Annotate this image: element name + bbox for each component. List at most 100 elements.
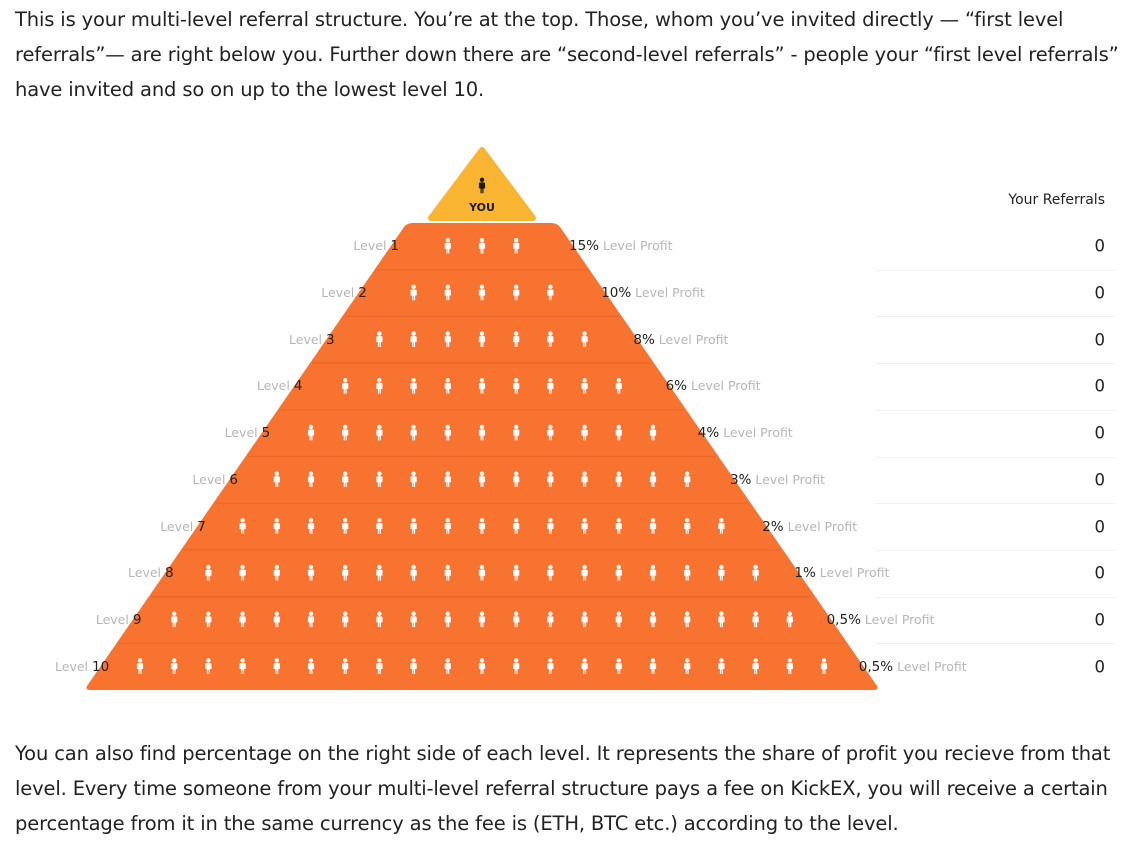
level-profit: 3% Level Profit: [730, 472, 825, 488]
referral-count: 0: [1094, 517, 1106, 537]
person-icon: [444, 471, 451, 488]
level-label: Level 7: [160, 519, 206, 535]
level-number: 7: [197, 518, 206, 535]
profit-word: Level Profit: [751, 471, 825, 487]
person-icon: [342, 564, 349, 581]
level-profit: 15% Level Profit: [569, 238, 673, 254]
person-icon: [376, 518, 383, 534]
person-icon: [376, 658, 383, 674]
profit-percent: 15%: [569, 238, 600, 255]
person-icon: [581, 611, 588, 628]
person-icon: [376, 471, 383, 488]
person-icon: [478, 284, 486, 301]
profit-word: Level Profit: [654, 331, 729, 347]
person-icon: [684, 518, 691, 534]
person-icon: [547, 424, 554, 441]
level-row-6: [273, 471, 691, 488]
person-icon: [547, 378, 554, 394]
person-icon: [273, 564, 280, 581]
level-row-3: [376, 331, 588, 347]
person-icon: [342, 611, 349, 628]
person-icon: [171, 611, 178, 628]
person-icon: [136, 658, 144, 674]
person-icon: [581, 658, 588, 674]
level-row-7: [239, 518, 725, 534]
profit-word: Level Profit: [783, 518, 858, 534]
person-icon: [649, 518, 657, 534]
level-word: Level: [128, 565, 166, 581]
person-icon: [444, 658, 451, 674]
person-icon: [547, 658, 554, 674]
person-icon: [410, 424, 417, 441]
person-icon: [615, 564, 622, 581]
person-icon: [513, 331, 520, 347]
person-icon: [376, 331, 383, 347]
person-icon: [513, 378, 520, 394]
person-icon: [547, 471, 554, 488]
referral-count: 0: [1094, 563, 1106, 583]
person-icon: [581, 564, 588, 581]
person-icon: [752, 611, 759, 628]
person-icon: [239, 564, 246, 581]
table-row-divider: [875, 549, 1115, 551]
profit-percent: 0,5%: [858, 658, 894, 675]
person-icon: [342, 518, 349, 534]
table-row-divider: [875, 409, 1115, 411]
level-profit: 1% Level Profit: [794, 565, 889, 581]
person-icon: [581, 471, 588, 488]
person-icon: [444, 424, 451, 441]
person-icon: [273, 658, 280, 674]
profit-word: Level Profit: [599, 238, 673, 254]
person-icon: [239, 611, 246, 628]
level-label: Level 2: [321, 285, 367, 301]
level-row-1: [444, 237, 520, 254]
profit-percent: 2%: [762, 518, 784, 535]
profit-percent: 10%: [601, 285, 632, 302]
level-row-4: [342, 378, 622, 394]
level-word: Level: [321, 285, 359, 301]
level-number: 1: [390, 238, 399, 255]
profit-percent: 8%: [633, 331, 655, 348]
referral-count: 0: [1094, 376, 1106, 396]
explanation-paragraph: You can also find percentage on the righ…: [15, 742, 1111, 835]
level-number: 3: [326, 331, 335, 348]
profit-word: Level Profit: [815, 565, 890, 581]
referral-count: 0: [1094, 330, 1106, 350]
person-icon: [376, 424, 383, 441]
level-profit: 6% Level Profit: [666, 378, 761, 394]
profit-word: Level Profit: [860, 611, 935, 627]
table-row-divider: [875, 596, 1115, 598]
person-icon: [342, 658, 349, 674]
level-word: Level: [160, 518, 198, 534]
level-profit: 0,5% Level Profit: [859, 659, 967, 675]
person-icon: [478, 177, 486, 194]
level-number: 9: [132, 611, 142, 628]
person-icon: [718, 611, 725, 628]
person-icon: [410, 378, 417, 394]
profit-word: Level Profit: [893, 658, 967, 674]
table-row-divider: [875, 269, 1115, 271]
person-icon: [718, 658, 725, 674]
level-row-9: [171, 611, 793, 628]
person-icon: [581, 331, 588, 347]
person-icon: [410, 331, 417, 347]
level-number: 8: [165, 565, 174, 582]
referral-count: 0: [1094, 236, 1106, 256]
level-label: Level 1: [353, 238, 399, 254]
person-icon: [444, 237, 451, 254]
person-icon: [581, 518, 588, 534]
level-row-10: [136, 658, 828, 674]
level-number: 4: [293, 378, 303, 395]
level-word: Level: [289, 331, 327, 347]
table-row-divider: [875, 456, 1115, 458]
profit-percent: 4%: [697, 425, 720, 442]
level-label: Level 9: [96, 612, 142, 628]
referral-count: 0: [1094, 423, 1106, 443]
person-icon: [307, 611, 315, 628]
person-icon: [307, 518, 315, 534]
person-icon: [444, 518, 451, 534]
level-row-8: [205, 564, 759, 581]
person-icon: [307, 424, 315, 441]
